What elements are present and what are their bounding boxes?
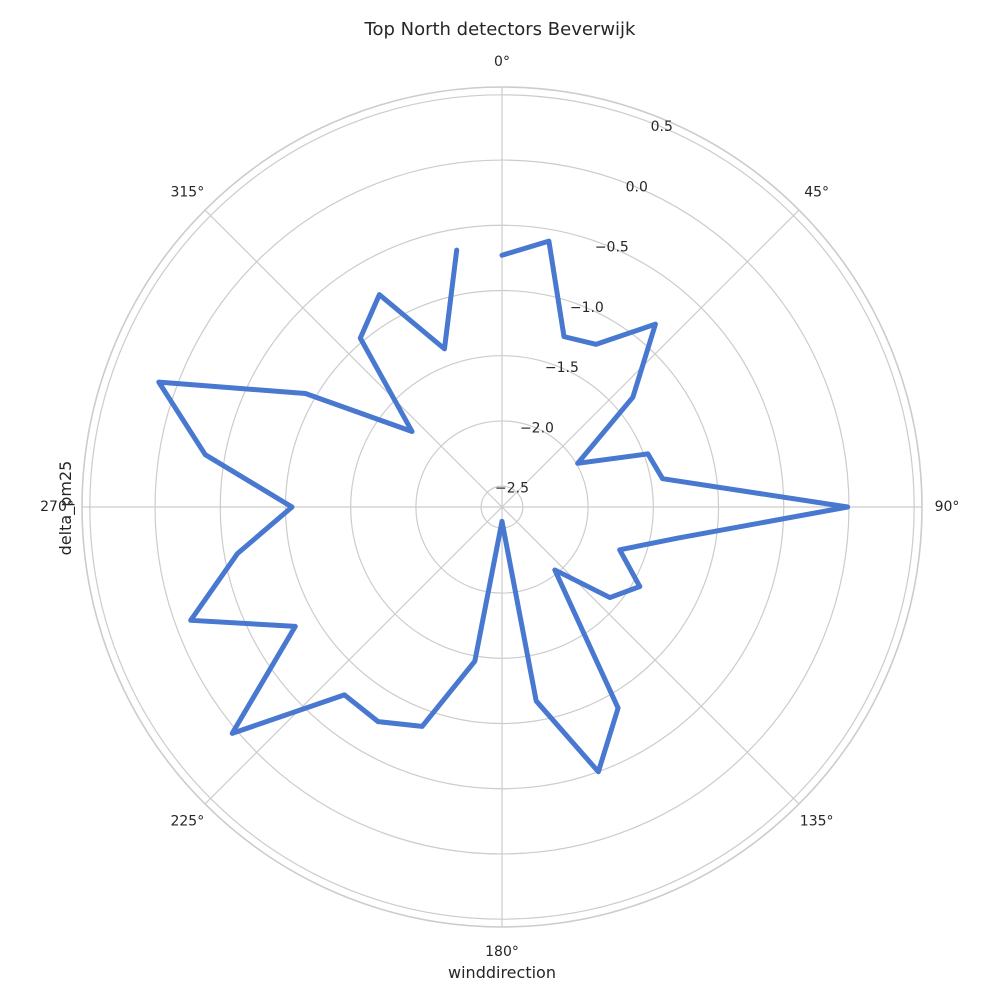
theta-tick-labels: 0° 45° 90° 135° 180° 225° 270° 315° — [40, 54, 959, 960]
theta-tick-label: 0° — [494, 54, 510, 70]
r-tick-label: 0.5 — [651, 119, 673, 135]
r-tick-label: −2.0 — [520, 420, 554, 436]
angular-gridline — [204, 209, 503, 508]
polar-grid — [81, 86, 923, 928]
series-line — [156, 238, 851, 775]
theta-tick-label: 270° — [40, 499, 74, 515]
outer-ring — [81, 86, 923, 928]
y-axis-label: delta_pm25 — [56, 461, 76, 556]
r-tick-label: −1.5 — [545, 360, 579, 376]
theta-tick-label: 225° — [170, 814, 204, 830]
chart-title: Top North detectors Beverwijk — [364, 19, 637, 40]
theta-tick-label: 45° — [804, 184, 829, 200]
theta-tick-label: 315° — [170, 184, 204, 200]
theta-tick-label: 180° — [485, 944, 519, 960]
r-tick-labels: −2.5 −2.0 −1.5 −1.0 −0.5 0.0 0.5 — [495, 119, 673, 497]
theta-tick-label: 90° — [935, 499, 960, 515]
r-tick-label: −0.5 — [595, 240, 629, 256]
angular-gridline — [501, 209, 800, 508]
theta-tick-label: 135° — [800, 814, 834, 830]
angular-gridline — [204, 506, 503, 805]
r-tick-label: −2.5 — [495, 481, 529, 497]
r-tick-label: −1.0 — [570, 300, 604, 316]
angular-gridline — [501, 506, 800, 805]
x-axis-label: winddirection — [448, 963, 556, 982]
r-tick-label: 0.0 — [626, 179, 648, 195]
series-group — [156, 238, 851, 775]
